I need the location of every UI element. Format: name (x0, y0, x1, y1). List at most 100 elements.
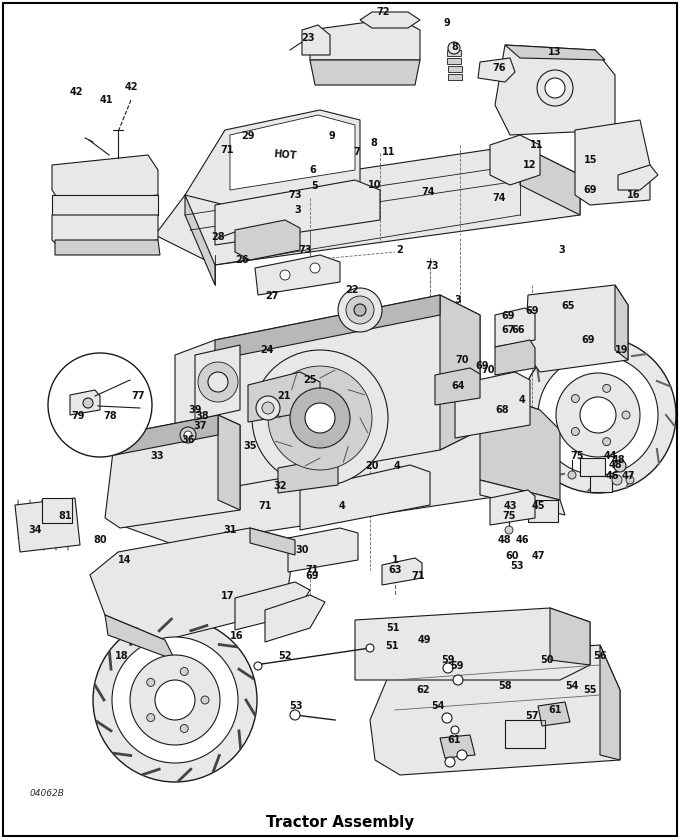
Text: 54: 54 (431, 701, 445, 711)
Text: 69: 69 (305, 571, 319, 581)
Text: 32: 32 (273, 481, 287, 491)
Circle shape (180, 668, 188, 675)
Text: 69: 69 (525, 306, 539, 316)
Bar (580, 458, 605, 476)
Text: 77: 77 (131, 391, 145, 401)
Polygon shape (302, 25, 330, 55)
Text: 3: 3 (455, 295, 461, 305)
Circle shape (457, 750, 467, 760)
Text: 13: 13 (548, 47, 562, 57)
Text: 22: 22 (345, 285, 359, 295)
Polygon shape (615, 285, 628, 360)
Polygon shape (300, 465, 430, 530)
Bar (505, 720, 545, 748)
Polygon shape (218, 415, 240, 510)
Text: 67: 67 (501, 325, 515, 335)
Text: 69: 69 (475, 361, 489, 371)
Polygon shape (440, 735, 475, 758)
Text: 48: 48 (497, 535, 511, 545)
Text: 55: 55 (583, 685, 597, 695)
Bar (590, 476, 612, 492)
Polygon shape (185, 110, 360, 205)
Polygon shape (52, 215, 158, 250)
Polygon shape (90, 528, 295, 640)
Text: 36: 36 (182, 435, 194, 445)
Circle shape (354, 304, 366, 316)
Text: 48: 48 (611, 455, 625, 465)
Polygon shape (15, 498, 80, 552)
Circle shape (180, 427, 196, 443)
Circle shape (451, 726, 459, 734)
Text: 62: 62 (416, 685, 430, 695)
Circle shape (93, 618, 257, 782)
Text: 16: 16 (231, 631, 243, 641)
Bar (42, 498, 72, 523)
Polygon shape (435, 368, 480, 405)
Circle shape (448, 42, 460, 54)
Circle shape (268, 366, 372, 470)
Text: 30: 30 (295, 545, 309, 555)
Polygon shape (575, 120, 650, 205)
Polygon shape (525, 285, 628, 372)
Circle shape (48, 353, 152, 457)
Circle shape (626, 476, 634, 484)
Circle shape (290, 388, 350, 448)
Bar (447, 50, 461, 56)
Text: 69: 69 (501, 311, 515, 321)
Polygon shape (288, 528, 358, 572)
Text: 18: 18 (115, 651, 129, 661)
Text: 11: 11 (382, 147, 396, 157)
Text: 73: 73 (299, 245, 311, 255)
Circle shape (305, 403, 335, 433)
Text: 2: 2 (396, 245, 403, 255)
Text: 53: 53 (510, 561, 524, 571)
Circle shape (580, 397, 616, 433)
Text: 47: 47 (531, 551, 545, 561)
Polygon shape (495, 340, 535, 375)
Text: 43: 43 (503, 501, 517, 511)
Text: 31: 31 (223, 525, 237, 535)
Text: 47: 47 (622, 471, 634, 481)
Polygon shape (550, 608, 590, 665)
Text: 17: 17 (221, 591, 235, 601)
Text: 28: 28 (211, 232, 225, 242)
Text: 61: 61 (548, 705, 562, 715)
Text: 19: 19 (615, 345, 629, 355)
Circle shape (537, 70, 573, 106)
Circle shape (256, 396, 280, 420)
Polygon shape (185, 195, 215, 285)
Polygon shape (538, 702, 570, 726)
Polygon shape (250, 528, 295, 555)
Circle shape (346, 296, 374, 324)
Circle shape (366, 644, 374, 652)
Polygon shape (255, 255, 340, 295)
Circle shape (280, 270, 290, 280)
Text: 70: 70 (481, 365, 495, 375)
Text: 75: 75 (503, 511, 515, 521)
Bar (447, 66, 462, 72)
Polygon shape (490, 490, 535, 525)
Text: 51: 51 (386, 623, 400, 633)
Text: 56: 56 (593, 651, 607, 661)
Circle shape (445, 757, 455, 767)
Circle shape (602, 438, 611, 446)
Text: 16: 16 (627, 190, 641, 200)
Polygon shape (505, 45, 605, 60)
Circle shape (112, 637, 238, 763)
Text: 46: 46 (515, 535, 529, 545)
Text: 46: 46 (605, 471, 619, 481)
Text: 24: 24 (260, 345, 274, 355)
Text: 37: 37 (193, 421, 207, 431)
Circle shape (254, 662, 262, 670)
Polygon shape (195, 345, 240, 420)
Text: 10: 10 (369, 180, 381, 190)
Text: 33: 33 (150, 451, 164, 461)
Text: 4: 4 (339, 501, 345, 511)
Text: 1: 1 (392, 555, 398, 565)
Text: 7: 7 (354, 147, 360, 157)
Text: 26: 26 (235, 255, 249, 265)
Circle shape (252, 350, 388, 486)
Text: 45: 45 (531, 501, 545, 511)
Polygon shape (360, 12, 420, 28)
Circle shape (505, 526, 513, 534)
